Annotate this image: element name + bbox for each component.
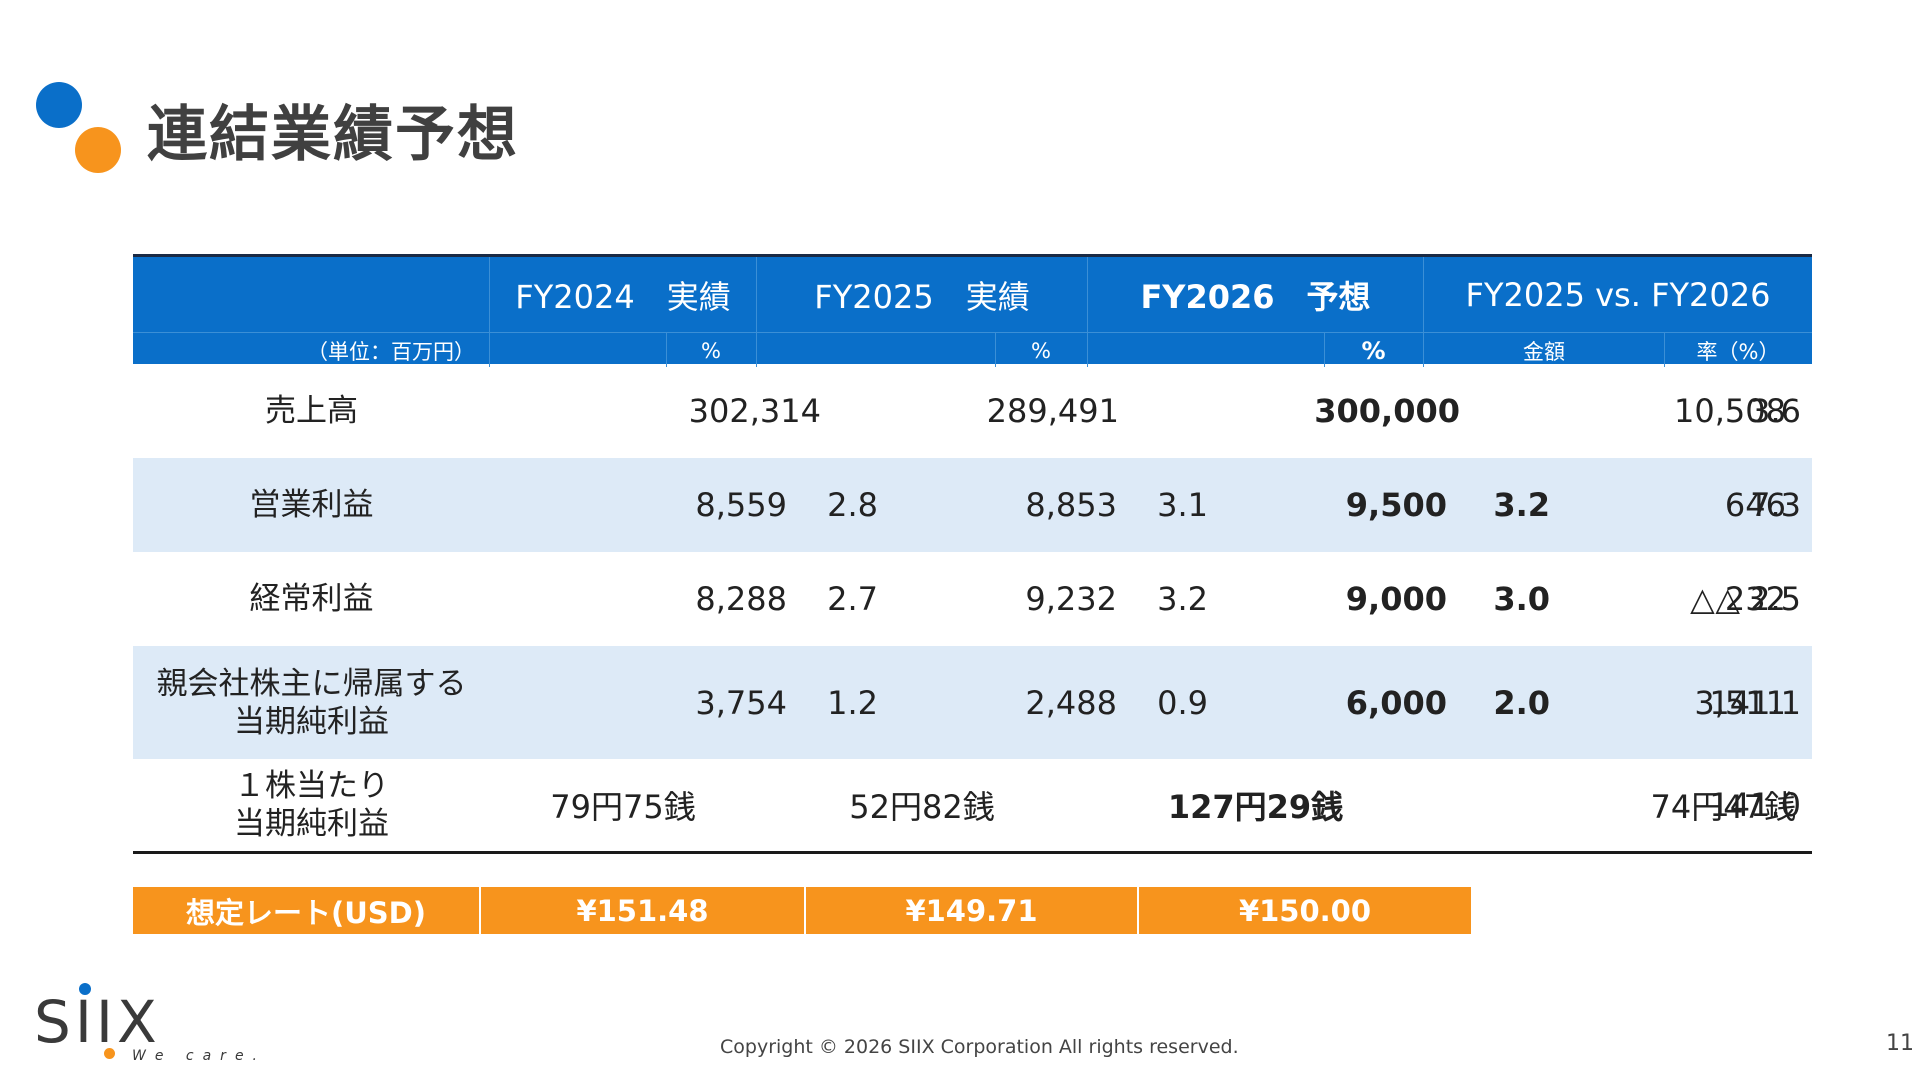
row-label: 経常利益 — [249, 581, 374, 617]
diff-amount: △ 232 — [1690, 580, 1786, 618]
header-divider — [1423, 257, 1424, 367]
table-row-operating-income: 営業利益 8,559 2.8 8,853 3.1 9,500 3.2 646 7… — [133, 458, 1812, 552]
header-divider — [666, 332, 667, 367]
table-row-eps: １株当たり 当期純利益 79円75銭 52円82銭 127円29銭 74円47銭… — [133, 759, 1812, 851]
row-label: １株当たり 当期純利益 — [234, 768, 389, 842]
fy2025-pct: 3.2 — [1157, 580, 1208, 618]
fy2024-value: 79円75銭 — [550, 788, 696, 826]
unit-label: （単位：百万円） — [307, 340, 475, 364]
header-divider — [1087, 257, 1088, 367]
fy2026-value: 6,000 — [1345, 683, 1447, 722]
fy2025-value: 8,853 — [1025, 486, 1117, 524]
diff-rate: 141.0 — [1709, 786, 1801, 824]
diff-amount: 646 — [1724, 486, 1786, 524]
fy2026-value: 9,000 — [1345, 580, 1447, 618]
header-comparison: FY2025 vs. FY2026 — [1465, 275, 1771, 314]
table-bottom-border — [133, 851, 1812, 854]
header-divider — [1324, 332, 1325, 367]
fy2025-value: 2,488 — [1025, 683, 1117, 722]
table-row-net-sales: 売上高 302,314 289,491 300,000 10,508 3.6 — [133, 364, 1812, 458]
title-decoration-orange-dot — [75, 127, 121, 173]
rate-fy2024: ¥151.48 — [481, 887, 804, 934]
header-rate: 率（%） — [1696, 340, 1780, 364]
header-divider — [995, 332, 996, 367]
row-label: 親会社株主に帰属する 当期純利益 — [156, 665, 467, 740]
fy2024-value: 8,559 — [695, 486, 787, 524]
logo-orange-dot — [104, 1048, 115, 1059]
rate-fy2026: ¥150.00 — [1139, 887, 1471, 934]
fy2026-pct: 3.0 — [1493, 580, 1550, 618]
fy2026-value: 300,000 — [1314, 392, 1460, 430]
row-label: 営業利益 — [249, 487, 374, 523]
rate-label: 想定レート(USD) — [133, 887, 479, 934]
fy2024-value: 302,314 — [688, 392, 821, 430]
fy2024-pct: 1.2 — [827, 683, 878, 722]
table-header: FY2024 実績 FY2025 実績 FY2026 予想 FY2025 vs.… — [133, 254, 1812, 367]
diff-amount: 74円47銭 — [1650, 788, 1796, 826]
fy2024-pct: 2.7 — [827, 580, 878, 618]
header-fy2025: FY2025 実績 — [814, 277, 1030, 316]
title-decoration-blue-dot — [36, 82, 82, 128]
fy2026-pct: 2.0 — [1493, 683, 1550, 722]
diff-rate: 3.6 — [1750, 392, 1801, 430]
header-divider — [756, 257, 757, 367]
fy2025-value: 289,491 — [986, 392, 1119, 430]
fy2024-value: 8,288 — [695, 580, 787, 618]
page-title: 連結業績予想 — [147, 100, 519, 170]
siix-logo: SIIX — [34, 988, 161, 1056]
header-divider — [489, 257, 490, 367]
header-amount: 金額 — [1523, 340, 1565, 364]
fy2026-value: 9,500 — [1345, 486, 1447, 524]
diff-rate: △ 2.5 — [1715, 580, 1801, 618]
copyright-text: Copyright © 2026 SIIX Corporation All ri… — [720, 1036, 1239, 1058]
row-label: 売上高 — [265, 393, 358, 429]
header-divider — [133, 332, 1812, 333]
diff-rate: 7.3 — [1750, 486, 1801, 524]
header-fy2026: FY2026 予想 — [1140, 277, 1371, 316]
fy2026-value: 127円29銭 — [1167, 788, 1344, 826]
fy2024-pct: 2.8 — [827, 486, 878, 524]
fy2026-pct: 3.2 — [1493, 486, 1550, 524]
logo-tagline: We care. — [132, 1048, 267, 1064]
fy2025-value: 52円82銭 — [849, 788, 995, 826]
diff-amount: 10,508 — [1674, 392, 1786, 430]
fy2025-value: 9,232 — [1025, 580, 1117, 618]
diff-amount: 3,511 — [1694, 683, 1786, 722]
fy2025-pct: 0.9 — [1157, 683, 1208, 722]
page-number: 11 — [1886, 1031, 1914, 1056]
fy2025-pct: 3.1 — [1157, 486, 1208, 524]
rate-fy2025: ¥149.71 — [806, 887, 1137, 934]
header-fy2026-pct: % — [1361, 337, 1386, 365]
logo-blue-dot — [79, 983, 91, 995]
table-row-ordinary-income: 経常利益 8,288 2.7 9,232 3.2 9,000 3.0 △ 232… — [133, 552, 1812, 646]
header-fy2024-pct: % — [701, 339, 721, 363]
header-fy2024: FY2024 実績 — [515, 277, 731, 316]
table-row-net-income: 親会社株主に帰属する 当期純利益 3,754 1.2 2,488 0.9 6,0… — [133, 646, 1812, 759]
fy2024-value: 3,754 — [695, 683, 787, 722]
header-divider — [1664, 332, 1665, 367]
header-fy2025-pct: % — [1031, 339, 1051, 363]
diff-rate: 141.1 — [1709, 683, 1801, 722]
